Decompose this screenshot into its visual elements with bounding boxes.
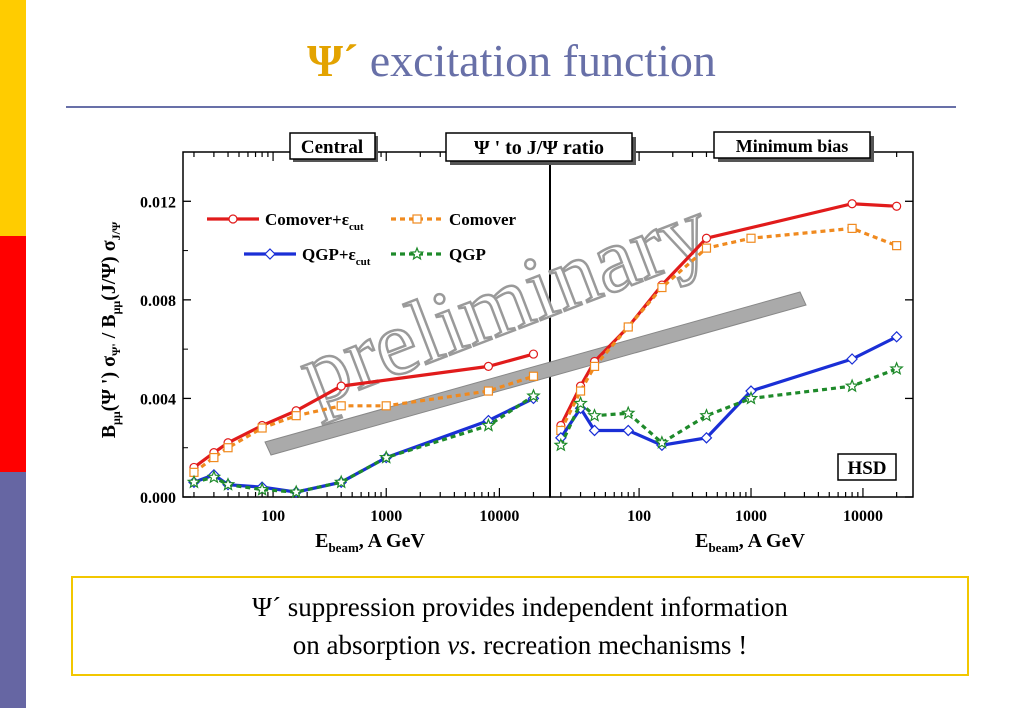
caption-line-1: Ψ´ suppression provides independent info… (252, 592, 788, 622)
point-square (291, 411, 301, 421)
y-tick-label: 0.012 (140, 194, 176, 211)
caption-line-2: on absorption vs. recreation mechanisms … (73, 626, 967, 664)
point-star (333, 474, 349, 489)
point-star (254, 481, 270, 496)
label-center-ratio: Ψ ' to J/Ψ ratio (445, 132, 636, 165)
hsd-label: HSD (847, 458, 886, 479)
svg-text:Bμμ(Ψ ') σΨ' / Bμμ(J/Ψ) σJ/Ψ: Bμμ(Ψ ') σΨ' / Bμμ(J/Ψ) σJ/Ψ (98, 221, 123, 438)
point-star (699, 408, 714, 422)
panel-minbias-label: Minimum bias (736, 136, 849, 156)
point-star (186, 474, 202, 489)
point-diamond (846, 353, 858, 365)
point-star (481, 417, 496, 432)
legend-label: Comover+εcut (265, 210, 364, 233)
point-square (892, 241, 902, 251)
slide-title: Ψ´ excitation function (0, 34, 1023, 87)
y-tick-label: 0.008 (140, 293, 176, 310)
x-tick-label: 100 (261, 508, 285, 525)
point-square (483, 386, 494, 396)
caption-line-2-em: vs (447, 630, 470, 660)
point-square (209, 452, 219, 463)
title-divider (66, 106, 956, 108)
legend-label: QGP+εcut (302, 245, 371, 268)
point-diamond (264, 248, 276, 260)
point-circle (228, 214, 238, 224)
panel-central-label: Central (301, 137, 363, 158)
point-star (654, 435, 670, 449)
x-tick-label: 100 (627, 508, 651, 525)
point-circle (892, 201, 902, 211)
point-square (412, 214, 422, 224)
series-line (559, 367, 898, 446)
point-star (220, 477, 236, 491)
legend-label: Comover (449, 210, 516, 229)
caption-box: Ψ´ suppression provides independent info… (71, 576, 969, 676)
point-square (381, 401, 391, 411)
point-circle (336, 381, 346, 391)
point-circle (701, 233, 712, 243)
label-minbias: Minimum bias (713, 131, 874, 162)
point-star (526, 388, 541, 403)
point-square (223, 443, 233, 453)
point-square (589, 361, 600, 371)
legend-label: QGP (449, 245, 486, 264)
point-square (336, 401, 346, 411)
accent-strip-yellow (0, 0, 26, 236)
point-star (620, 405, 636, 420)
center-ratio-label: Ψ ' to J/Ψ ratio (474, 137, 604, 159)
point-circle (847, 199, 857, 209)
point-star (378, 449, 394, 464)
y-axis-label: Bμμ(Ψ ') σΨ' / Bμμ(J/Ψ) σJ/Ψ (98, 221, 123, 438)
y-tick-label: 0.000 (140, 490, 176, 507)
point-star (844, 378, 860, 393)
point-star (587, 408, 602, 422)
point-square (575, 386, 586, 396)
point-star (206, 469, 222, 484)
accent-strip-blue (0, 472, 26, 708)
point-star (553, 437, 569, 452)
point-diamond (700, 432, 713, 444)
point-star (409, 246, 425, 261)
point-diamond (890, 330, 903, 343)
point-star (573, 395, 588, 410)
point-square (657, 282, 667, 293)
caption-line-2-end: . recreation mechanisms ! (469, 630, 748, 660)
chart: 0.000 0.004 0.008 0.012 100 1000 10000 100 1000 1… (98, 131, 914, 555)
point-star (288, 484, 304, 499)
x-axis-label-minbias: Ebeam, A GeV (695, 530, 805, 555)
point-star (889, 361, 904, 376)
label-hsd: HSD (837, 453, 897, 481)
point-star (743, 390, 759, 405)
point-square (257, 423, 267, 433)
point-square (847, 223, 857, 233)
label-central: Central (289, 132, 378, 162)
x-tick-label: 10000 (843, 508, 883, 525)
accent-strip-red (0, 236, 26, 472)
point-circle (483, 361, 494, 371)
point-square (528, 371, 539, 381)
point-square (623, 322, 633, 332)
point-square (746, 233, 756, 243)
point-diamond (622, 424, 635, 437)
caption-line-2-start: on absorption (292, 630, 448, 660)
series-line (193, 396, 535, 494)
point-square (701, 243, 712, 253)
x-tick-label: 1000 (735, 508, 767, 525)
point-circle (528, 349, 539, 359)
legend: Comover+εcut Comover QGP+εcut QGP (207, 210, 516, 268)
y-tick-label: 0.004 (140, 391, 176, 408)
series-line (559, 202, 897, 427)
point-diamond (588, 424, 601, 437)
x-axis-label-central: Ebeam, A GeV (315, 530, 425, 555)
tick-labels: 0.000 0.004 0.008 0.012 100 1000 10000 100 1000 1… (140, 194, 883, 525)
series-line (193, 394, 535, 494)
title-text: excitation function (369, 35, 716, 86)
series-group (186, 199, 904, 499)
x-tick-label: 1000 (370, 508, 402, 525)
x-tick-label: 10000 (479, 508, 519, 525)
title-symbol: Ψ´ (307, 35, 359, 86)
